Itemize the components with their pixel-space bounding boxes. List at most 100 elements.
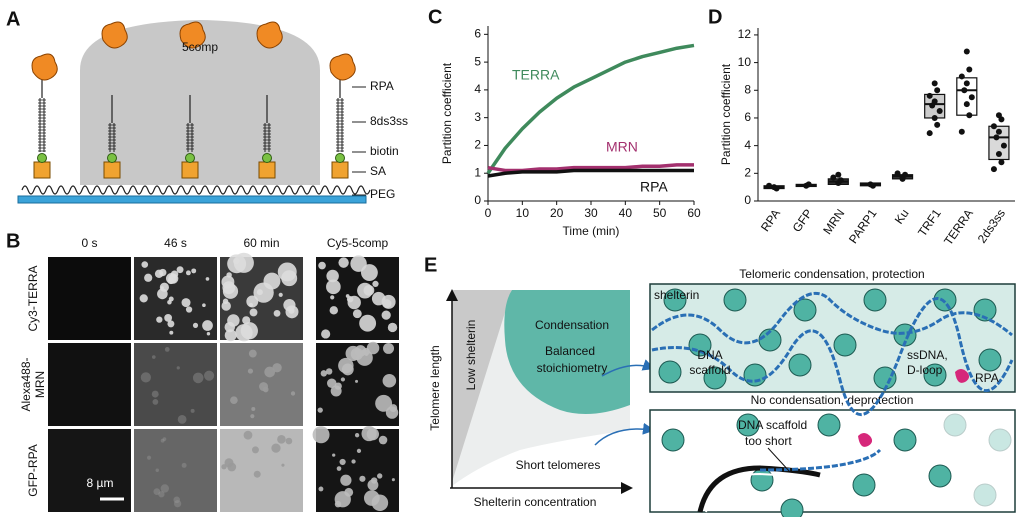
shelterin bbox=[988, 428, 1012, 452]
shelterin bbox=[833, 333, 857, 357]
scale-bar-label: 8 µm bbox=[87, 476, 114, 490]
droplet bbox=[350, 255, 367, 272]
droplet bbox=[366, 427, 380, 441]
y-tick-label: 8 bbox=[744, 82, 751, 96]
y-tick-label: 1 bbox=[474, 165, 481, 179]
droplet bbox=[204, 370, 215, 381]
droplet bbox=[224, 329, 237, 342]
rpa-protein bbox=[858, 433, 873, 447]
y-tick-label: 2 bbox=[474, 138, 481, 152]
droplet bbox=[247, 368, 254, 374]
droplet bbox=[281, 463, 285, 467]
row-label: MRN bbox=[33, 371, 47, 398]
label: too short bbox=[745, 434, 792, 448]
label: scaffold bbox=[689, 363, 730, 377]
shelterin bbox=[817, 413, 841, 437]
condensate-dome bbox=[80, 20, 320, 185]
label: D-loop bbox=[907, 363, 943, 377]
data-point bbox=[805, 181, 812, 188]
droplet bbox=[371, 291, 386, 306]
droplet bbox=[153, 488, 161, 495]
droplet bbox=[318, 261, 326, 270]
droplet bbox=[340, 474, 352, 486]
droplet bbox=[277, 434, 286, 444]
droplet bbox=[173, 500, 182, 508]
droplet bbox=[278, 292, 283, 297]
streptavidin bbox=[181, 161, 199, 179]
panel-label: D bbox=[708, 6, 722, 28]
x-axis-label: Time (min) bbox=[563, 224, 620, 238]
droplet bbox=[363, 490, 380, 506]
droplet bbox=[164, 347, 170, 352]
shelterin bbox=[933, 288, 957, 312]
droplet bbox=[290, 391, 296, 396]
y-tick-label: 4 bbox=[474, 82, 481, 96]
data-point bbox=[894, 170, 901, 177]
x-tick-label: 60 bbox=[687, 206, 701, 220]
shelterin bbox=[923, 363, 947, 387]
droplet bbox=[167, 320, 175, 328]
shelterin bbox=[852, 473, 876, 497]
surface bbox=[17, 195, 367, 204]
rpa-protein bbox=[256, 21, 283, 49]
series-label: TERRA bbox=[512, 67, 560, 83]
annotation: 8ds3ss bbox=[370, 114, 408, 128]
droplet bbox=[382, 373, 397, 388]
droplet bbox=[192, 372, 204, 384]
link-arrow bbox=[601, 359, 655, 377]
label: shelterin bbox=[654, 288, 699, 302]
droplet bbox=[222, 283, 239, 299]
x-tick-label: GFP bbox=[790, 207, 816, 235]
column-header: Cy5-5comp bbox=[327, 236, 389, 250]
droplet bbox=[140, 372, 151, 383]
x-tick-label: 2ds3ss bbox=[975, 207, 1008, 246]
series-line bbox=[487, 168, 694, 178]
droplet bbox=[347, 295, 361, 310]
y-tick-label: 12 bbox=[738, 27, 752, 41]
droplet bbox=[356, 448, 362, 454]
droplet bbox=[317, 407, 323, 413]
droplet bbox=[351, 459, 356, 464]
droplet bbox=[381, 310, 391, 320]
droplet bbox=[336, 466, 342, 471]
dna-scaffold bbox=[651, 291, 1013, 345]
droplet bbox=[332, 453, 336, 457]
data-point bbox=[963, 80, 970, 87]
droplet bbox=[159, 268, 167, 277]
droplet bbox=[272, 363, 282, 373]
row-label: Cy3-TERRA bbox=[26, 265, 40, 331]
data-point bbox=[966, 112, 973, 119]
droplet bbox=[366, 341, 380, 355]
rpa-protein bbox=[179, 21, 206, 49]
droplet bbox=[162, 437, 167, 441]
shelterin bbox=[793, 298, 817, 322]
region-label: Condensation bbox=[535, 318, 609, 332]
y-tick-label: 0 bbox=[744, 193, 751, 207]
dna-scaffold bbox=[651, 297, 1014, 416]
annotation: SA bbox=[370, 164, 386, 178]
shelterin bbox=[780, 498, 804, 517]
x-tick-label: Ku bbox=[892, 207, 912, 227]
rpa-protein bbox=[329, 53, 356, 81]
region-label: Low shelterin bbox=[464, 320, 478, 391]
biotin bbox=[185, 153, 195, 163]
label: RPA bbox=[975, 371, 999, 385]
rpa-protein bbox=[31, 53, 58, 81]
micrograph bbox=[48, 257, 131, 340]
y-tick-label: 4 bbox=[744, 138, 751, 152]
data-point bbox=[934, 87, 941, 94]
droplet bbox=[285, 437, 293, 445]
y-axis-label: Partition coefficient bbox=[440, 62, 454, 164]
droplet bbox=[158, 491, 165, 498]
droplet bbox=[334, 491, 351, 508]
shelterin bbox=[928, 464, 952, 488]
y-tick-label: 6 bbox=[474, 27, 481, 41]
droplet bbox=[151, 355, 156, 359]
streptavidin bbox=[331, 161, 349, 179]
droplet bbox=[321, 329, 331, 339]
droplet bbox=[340, 377, 346, 382]
droplet bbox=[250, 414, 255, 419]
shelterin bbox=[736, 413, 760, 437]
shelterin bbox=[893, 428, 917, 452]
biotin bbox=[335, 153, 345, 163]
